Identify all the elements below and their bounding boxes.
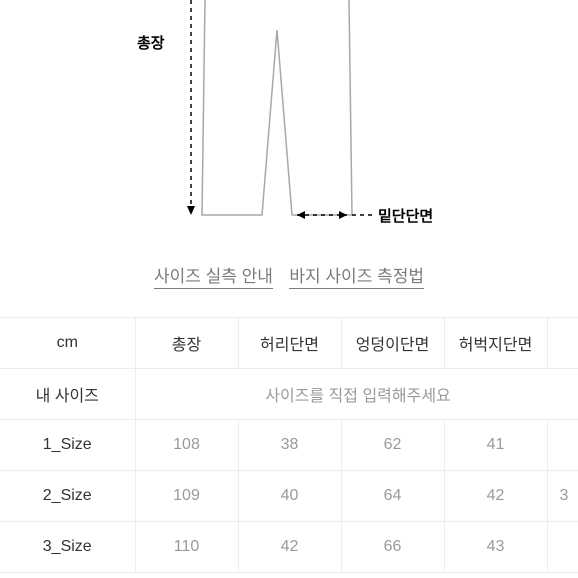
pants-diagram: 총장 밑단단면 — [0, 0, 578, 240]
cell: 38 — [238, 420, 341, 471]
table-row: 3_Size 110 42 66 43 — [0, 522, 578, 573]
row-label: 3_Size — [0, 522, 135, 573]
guide-links-row: 사이즈 실측 안내 바지 사이즈 측정법 — [0, 240, 578, 317]
header-col-edge — [547, 318, 578, 369]
cell: 42 — [238, 522, 341, 573]
cell: 109 — [135, 471, 238, 522]
label-total-length: 총장 — [137, 32, 165, 53]
cell: 64 — [341, 471, 444, 522]
cell: 110 — [135, 522, 238, 573]
pants-outline-svg — [185, 0, 385, 232]
header-col: 허벅지단면 — [444, 318, 547, 369]
cell: 41 — [444, 420, 547, 471]
header-col: 허리단면 — [238, 318, 341, 369]
table-row: 1_Size 108 38 62 41 — [0, 420, 578, 471]
measure-guide-link[interactable]: 바지 사이즈 측정법 — [289, 267, 424, 289]
cell: 62 — [341, 420, 444, 471]
size-guide-link[interactable]: 사이즈 실측 안내 — [154, 267, 273, 289]
table-row: 2_Size 109 40 64 42 3 — [0, 471, 578, 522]
size-table: cm 총장 허리단면 엉덩이단면 허벅지단면 내 사이즈 사이즈를 직접 입력해… — [0, 317, 578, 573]
cell: 40 — [238, 471, 341, 522]
my-size-input-placeholder[interactable]: 사이즈를 직접 입력해주세요 — [135, 369, 578, 420]
my-size-row[interactable]: 내 사이즈 사이즈를 직접 입력해주세요 — [0, 369, 578, 420]
cell-edge: 3 — [547, 471, 578, 522]
cell: 66 — [341, 522, 444, 573]
cell: 42 — [444, 471, 547, 522]
my-size-label: 내 사이즈 — [0, 369, 135, 420]
cell: 43 — [444, 522, 547, 573]
cell-edge — [547, 522, 578, 573]
row-label: 2_Size — [0, 471, 135, 522]
header-unit: cm — [0, 318, 135, 369]
cell-edge — [547, 420, 578, 471]
row-label: 1_Size — [0, 420, 135, 471]
label-hem-width: 밑단단면 — [378, 205, 433, 226]
header-col: 총장 — [135, 318, 238, 369]
cell: 108 — [135, 420, 238, 471]
table-header-row: cm 총장 허리단면 엉덩이단면 허벅지단면 — [0, 318, 578, 369]
header-col: 엉덩이단면 — [341, 318, 444, 369]
